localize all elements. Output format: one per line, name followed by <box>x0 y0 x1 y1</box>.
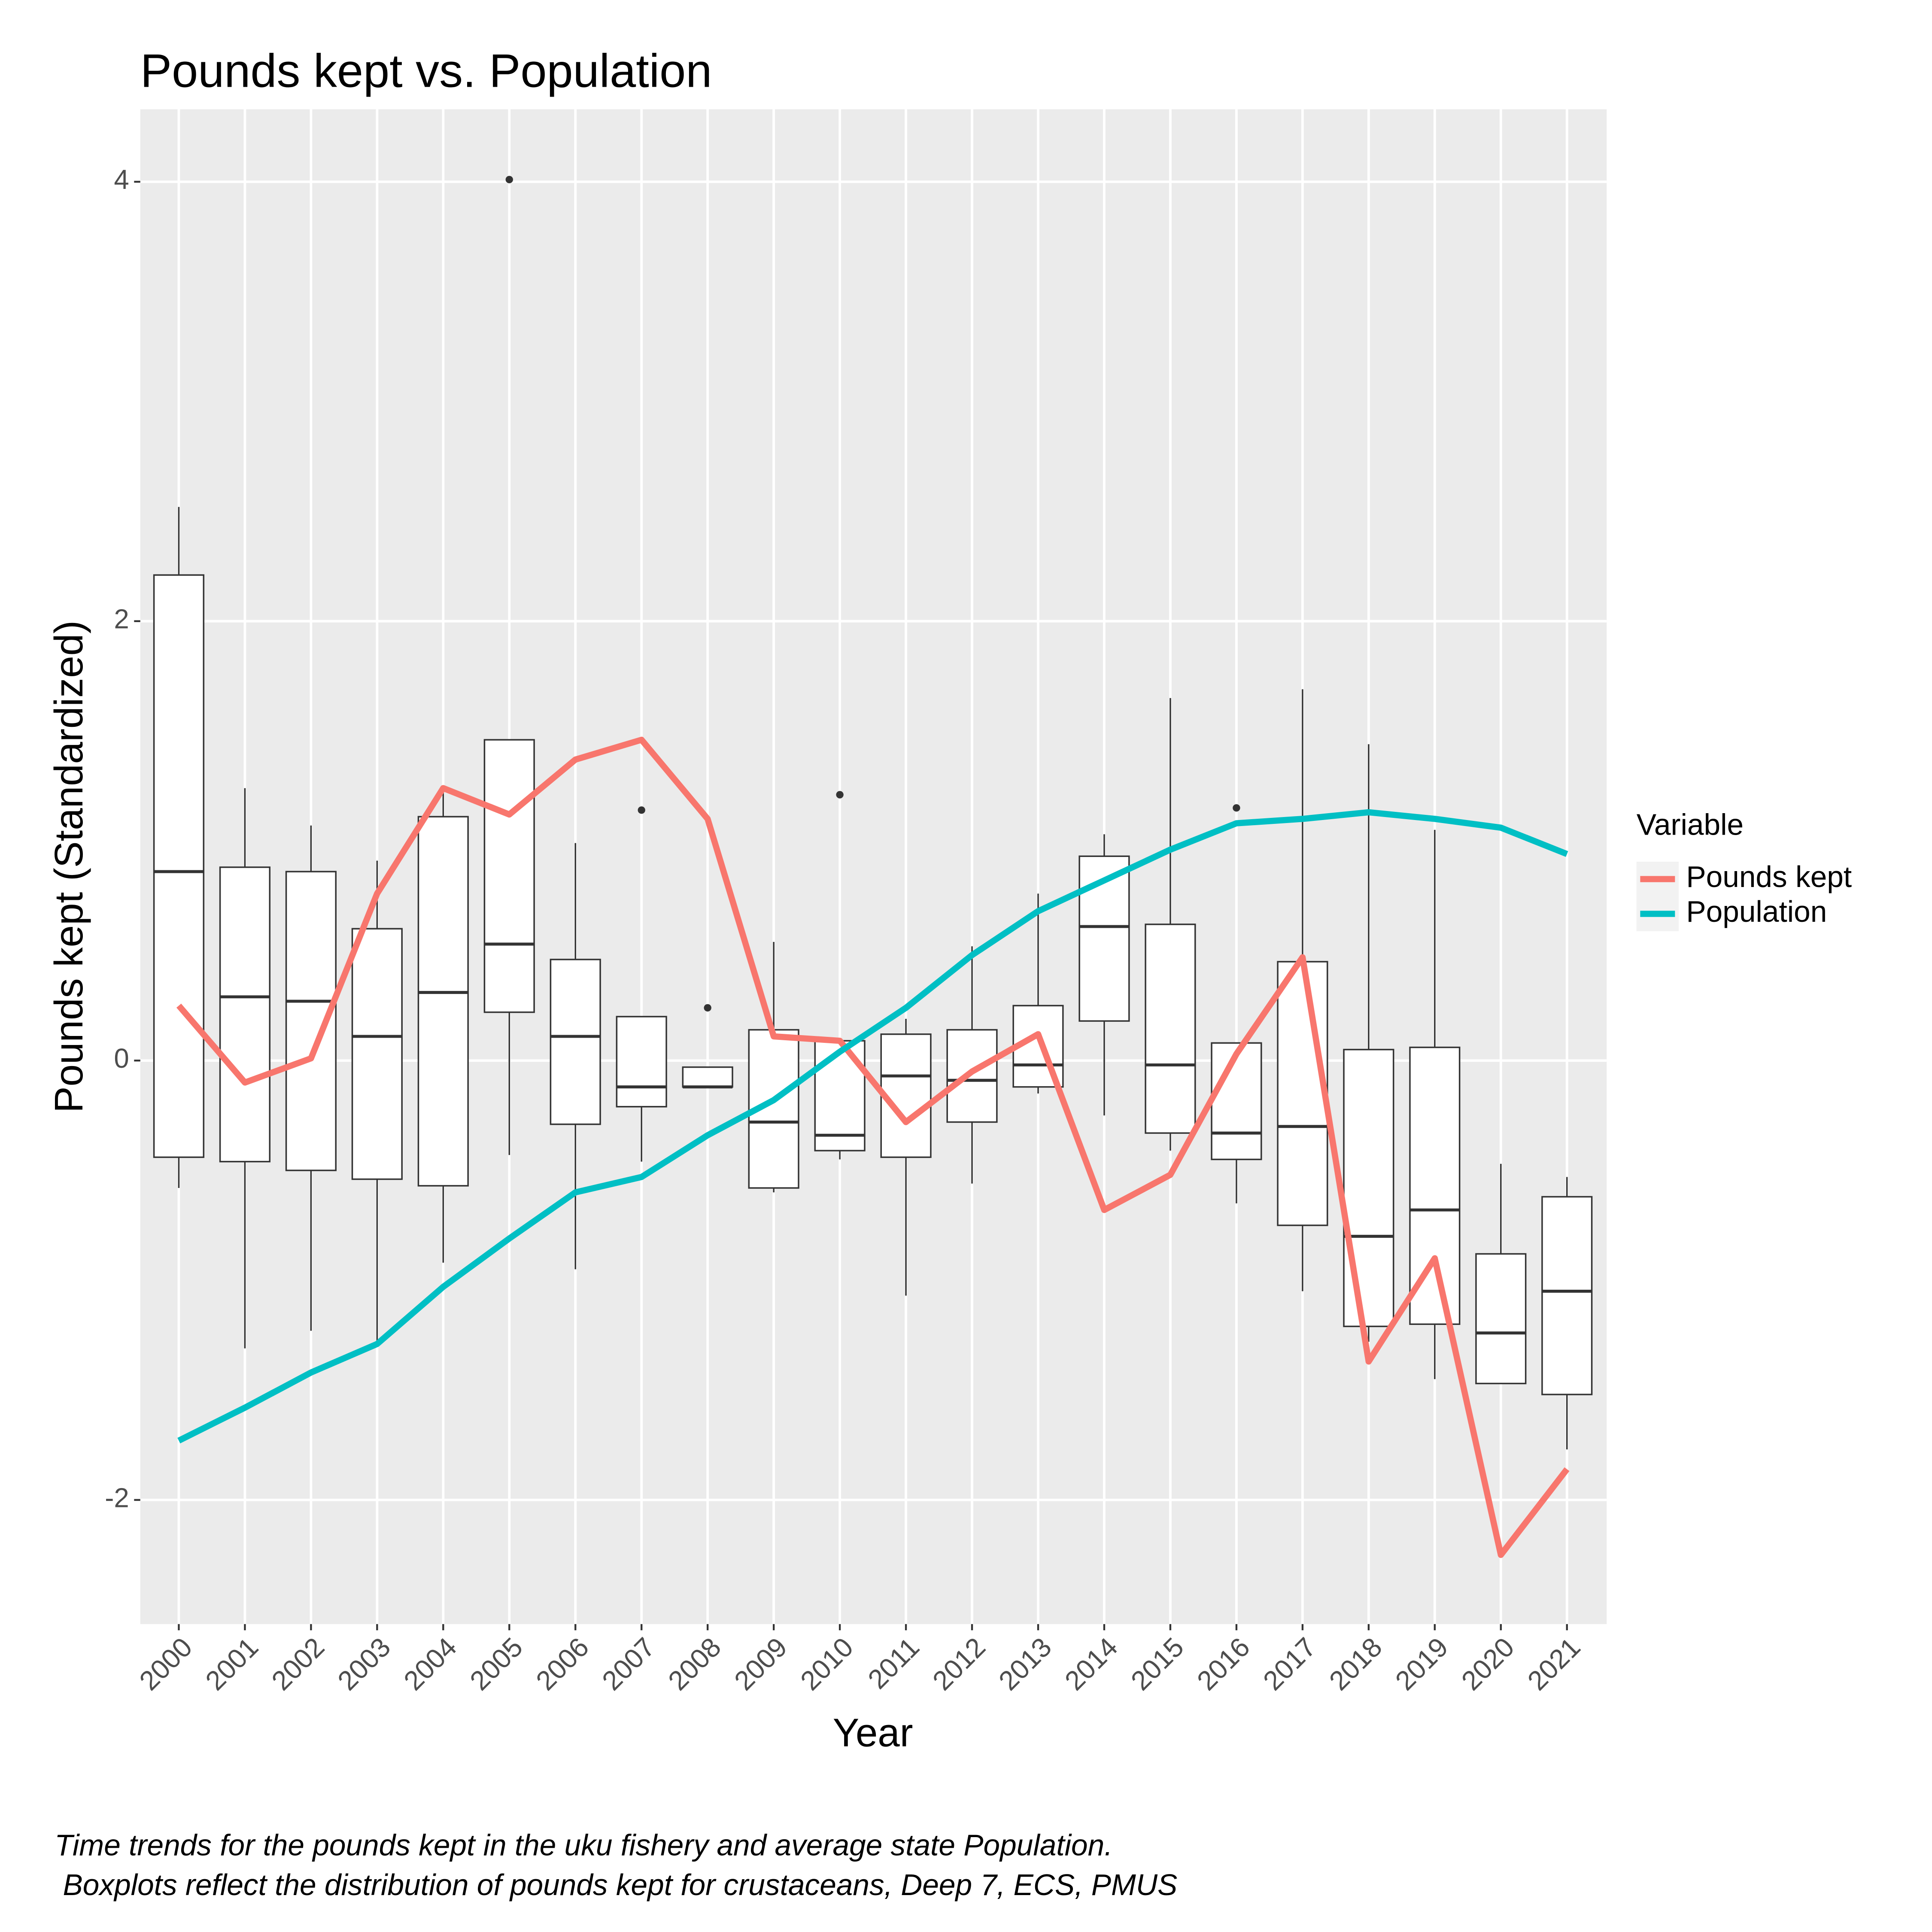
series-line <box>177 809 1568 1443</box>
y-tick-label: 0 <box>114 1043 129 1074</box>
box <box>153 574 205 1158</box>
caption-line: Boxplots reflect the distribution of pou… <box>55 1868 1177 1902</box>
box <box>1277 961 1328 1226</box>
box <box>1475 1253 1527 1385</box>
legend-title: Variable <box>1637 808 1744 841</box>
y-tick-label: 2 <box>114 604 129 635</box>
box <box>1145 923 1196 1134</box>
box <box>946 1029 998 1123</box>
box <box>417 816 469 1187</box>
y-tick-label: -2 <box>105 1482 129 1513</box>
box <box>550 959 601 1125</box>
outlier <box>638 806 645 814</box>
box <box>1409 1046 1461 1325</box>
box <box>616 1016 667 1108</box>
box <box>483 739 535 1013</box>
outlier <box>1233 804 1240 812</box>
plot-panel <box>140 109 1607 1624</box>
series-line <box>176 736 1570 1558</box>
y-axis-title: Pounds kept (Standardized) <box>46 620 91 1113</box>
legend-label: Population <box>1686 895 1827 928</box>
caption-line: Time trends for the pounds kept in the u… <box>55 1829 1112 1862</box>
legend-label: Pounds kept <box>1686 860 1852 893</box>
outlier <box>836 791 844 799</box>
outlier <box>505 176 513 183</box>
box <box>351 928 403 1180</box>
outlier <box>704 1004 711 1012</box>
box <box>1343 1048 1394 1327</box>
box <box>219 866 270 1163</box>
y-tick-label: 4 <box>114 164 129 195</box>
box <box>1541 1196 1593 1395</box>
chart-title: Pounds kept vs. Population <box>140 45 712 97</box>
x-axis-title: Year <box>833 1710 913 1755</box>
box <box>1211 1042 1262 1160</box>
box <box>682 1066 733 1088</box>
box <box>880 1033 932 1158</box>
